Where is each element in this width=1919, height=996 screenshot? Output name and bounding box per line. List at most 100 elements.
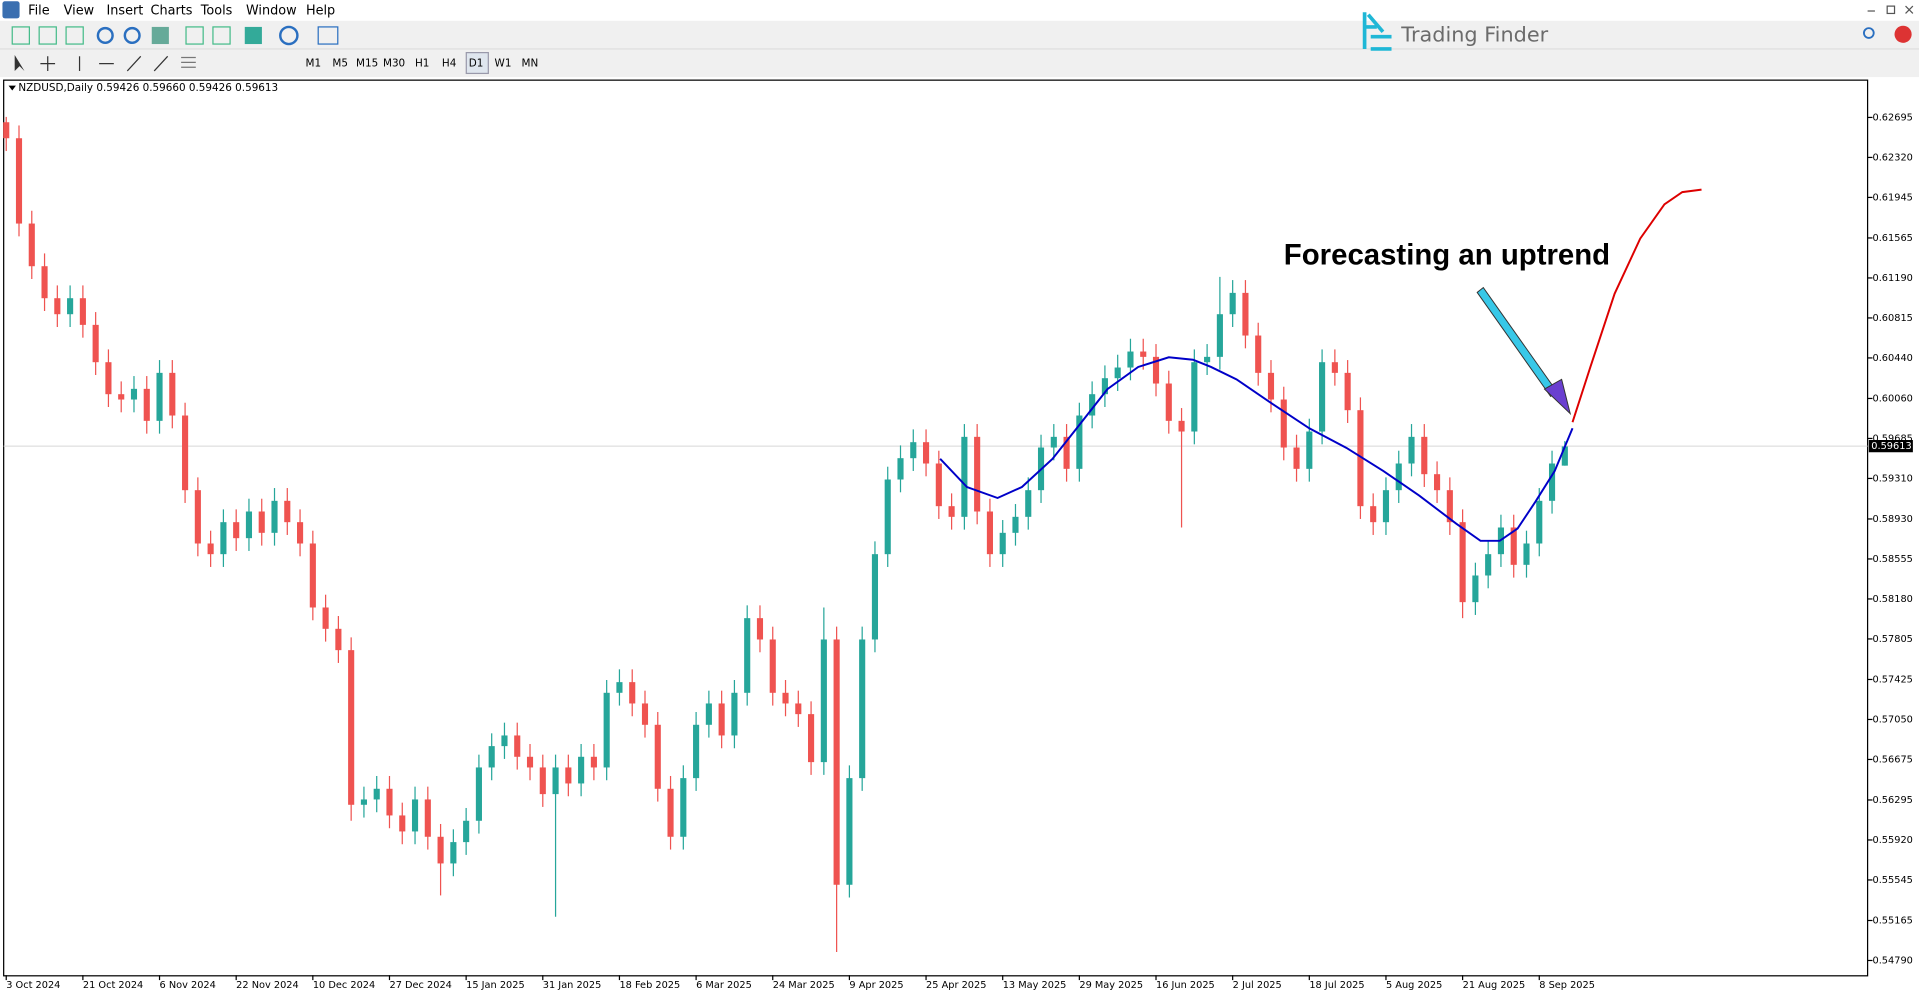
x-tick-label: 22 Nov 2024 bbox=[236, 980, 299, 991]
y-tick-label: 0.58555 bbox=[1872, 554, 1912, 565]
menu-item[interactable]: Window bbox=[246, 4, 297, 19]
timeframe-button[interactable]: M30 bbox=[383, 58, 405, 70]
candle-body bbox=[846, 778, 853, 885]
chart-title: NZDUSD,Daily 0.59426 0.59660 0.59426 0.5… bbox=[18, 82, 278, 94]
candle-body bbox=[1229, 292, 1236, 315]
candle-body bbox=[322, 607, 329, 629]
candle-body bbox=[1114, 367, 1121, 379]
candle-body bbox=[590, 756, 597, 768]
candle-body bbox=[118, 394, 125, 400]
candle-body bbox=[935, 463, 942, 507]
candle-body bbox=[680, 778, 687, 837]
y-tick-label: 0.54790 bbox=[1872, 955, 1912, 966]
candle-body bbox=[130, 388, 138, 400]
candle-body bbox=[1267, 372, 1275, 400]
candle-body bbox=[79, 298, 86, 325]
candle-body bbox=[233, 522, 240, 539]
candle-body bbox=[1395, 463, 1402, 491]
toolbar-icons bbox=[11, 25, 339, 72]
candle-body bbox=[1548, 463, 1556, 501]
x-tick-label: 9 Apr 2025 bbox=[849, 980, 903, 991]
y-tick-label: 0.57425 bbox=[1872, 674, 1912, 685]
search[interactable] bbox=[1863, 27, 1875, 39]
x-tick-label: 24 Mar 2025 bbox=[773, 980, 835, 991]
y-tick-label: 0.55920 bbox=[1872, 835, 1912, 846]
zoom-out[interactable] bbox=[123, 26, 141, 45]
plot: 0.62695 0.62320 0.61945 0.61565 0.61190 0.608… bbox=[3, 112, 1913, 991]
timeframe-button[interactable]: MN bbox=[522, 58, 539, 70]
tool[interactable] bbox=[11, 26, 30, 45]
tool[interactable] bbox=[317, 26, 339, 45]
notification[interactable] bbox=[1894, 25, 1912, 43]
x-tick-label: 21 Aug 2025 bbox=[1463, 980, 1526, 991]
menu-item[interactable]: Help bbox=[306, 4, 335, 19]
timeframe-button[interactable]: H1 bbox=[415, 58, 429, 70]
candle-body bbox=[1216, 314, 1223, 357]
candle-body bbox=[1319, 362, 1326, 432]
candle-body bbox=[1446, 490, 1453, 523]
candle-body bbox=[386, 788, 393, 816]
timeframe-button[interactable]: M15 bbox=[356, 58, 378, 70]
x-tick-label: 6 Nov 2024 bbox=[160, 980, 216, 991]
channel-tool[interactable] bbox=[153, 55, 169, 72]
candle-body bbox=[297, 522, 304, 544]
tool[interactable] bbox=[212, 26, 231, 45]
tool[interactable] bbox=[151, 26, 169, 45]
menu-item[interactable]: Tools bbox=[200, 4, 233, 19]
candle-body bbox=[603, 692, 610, 768]
menu-item[interactable]: Insert bbox=[106, 4, 143, 19]
x-tick-label: 31 Jan 2025 bbox=[543, 980, 602, 991]
candle-body bbox=[514, 735, 521, 757]
candle-body bbox=[335, 628, 342, 651]
candle-body bbox=[897, 458, 904, 480]
candle-body bbox=[271, 500, 278, 533]
tool[interactable] bbox=[279, 25, 299, 46]
menu-item[interactable]: View bbox=[64, 4, 94, 19]
timeframe-button[interactable]: H4 bbox=[442, 58, 457, 70]
candle-body bbox=[859, 639, 866, 779]
crosshair-tool[interactable] bbox=[40, 56, 56, 71]
candle-body bbox=[207, 543, 214, 555]
candle-body bbox=[1331, 362, 1338, 373]
candle-body bbox=[629, 682, 636, 704]
candle-body bbox=[1178, 420, 1185, 432]
candle-body bbox=[360, 799, 367, 805]
y-tick-label: 0.60060 bbox=[1872, 393, 1912, 404]
timeframe-button[interactable]: W1 bbox=[495, 58, 512, 70]
x-tick-label: 5 Aug 2025 bbox=[1386, 980, 1442, 991]
tool[interactable] bbox=[185, 26, 204, 45]
candle-body bbox=[693, 724, 700, 779]
candle-body bbox=[744, 618, 751, 693]
menu-item[interactable]: Charts bbox=[151, 4, 193, 19]
candle-body bbox=[833, 639, 840, 885]
y-tick-label: 0.61945 bbox=[1872, 192, 1912, 203]
zoom-in[interactable] bbox=[96, 26, 114, 45]
y-tick-label: 0.59310 bbox=[1872, 473, 1912, 484]
menu-item[interactable]: File bbox=[28, 4, 50, 19]
candle-body bbox=[1076, 415, 1083, 469]
candle-body bbox=[1191, 362, 1198, 432]
restore[interactable] bbox=[1886, 5, 1896, 15]
y-tick-label: 0.57805 bbox=[1872, 634, 1912, 645]
trend-tool[interactable] bbox=[126, 55, 142, 72]
timeframe-button[interactable]: M5 bbox=[332, 58, 348, 70]
candle-body bbox=[1561, 446, 1568, 466]
tool[interactable] bbox=[38, 26, 57, 45]
cursor-tool[interactable] bbox=[14, 55, 25, 71]
candle-body bbox=[399, 815, 406, 832]
candle-body bbox=[41, 266, 48, 299]
candle-body bbox=[986, 511, 993, 555]
fibo-tool[interactable] bbox=[181, 56, 196, 68]
candle-body bbox=[731, 692, 738, 736]
close[interactable] bbox=[1905, 5, 1914, 14]
candle-body bbox=[28, 223, 35, 267]
timeframe-button[interactable]: D1 bbox=[469, 58, 484, 70]
tool[interactable] bbox=[244, 26, 262, 45]
candle-body bbox=[156, 372, 163, 421]
timeframe-button[interactable]: M1 bbox=[306, 58, 322, 70]
tool[interactable] bbox=[65, 26, 84, 45]
x-tick-label: 25 Apr 2025 bbox=[926, 980, 986, 991]
candle-body bbox=[143, 388, 150, 421]
window-controls bbox=[1867, 5, 1914, 15]
x-tick-label: 10 Dec 2024 bbox=[313, 980, 375, 991]
